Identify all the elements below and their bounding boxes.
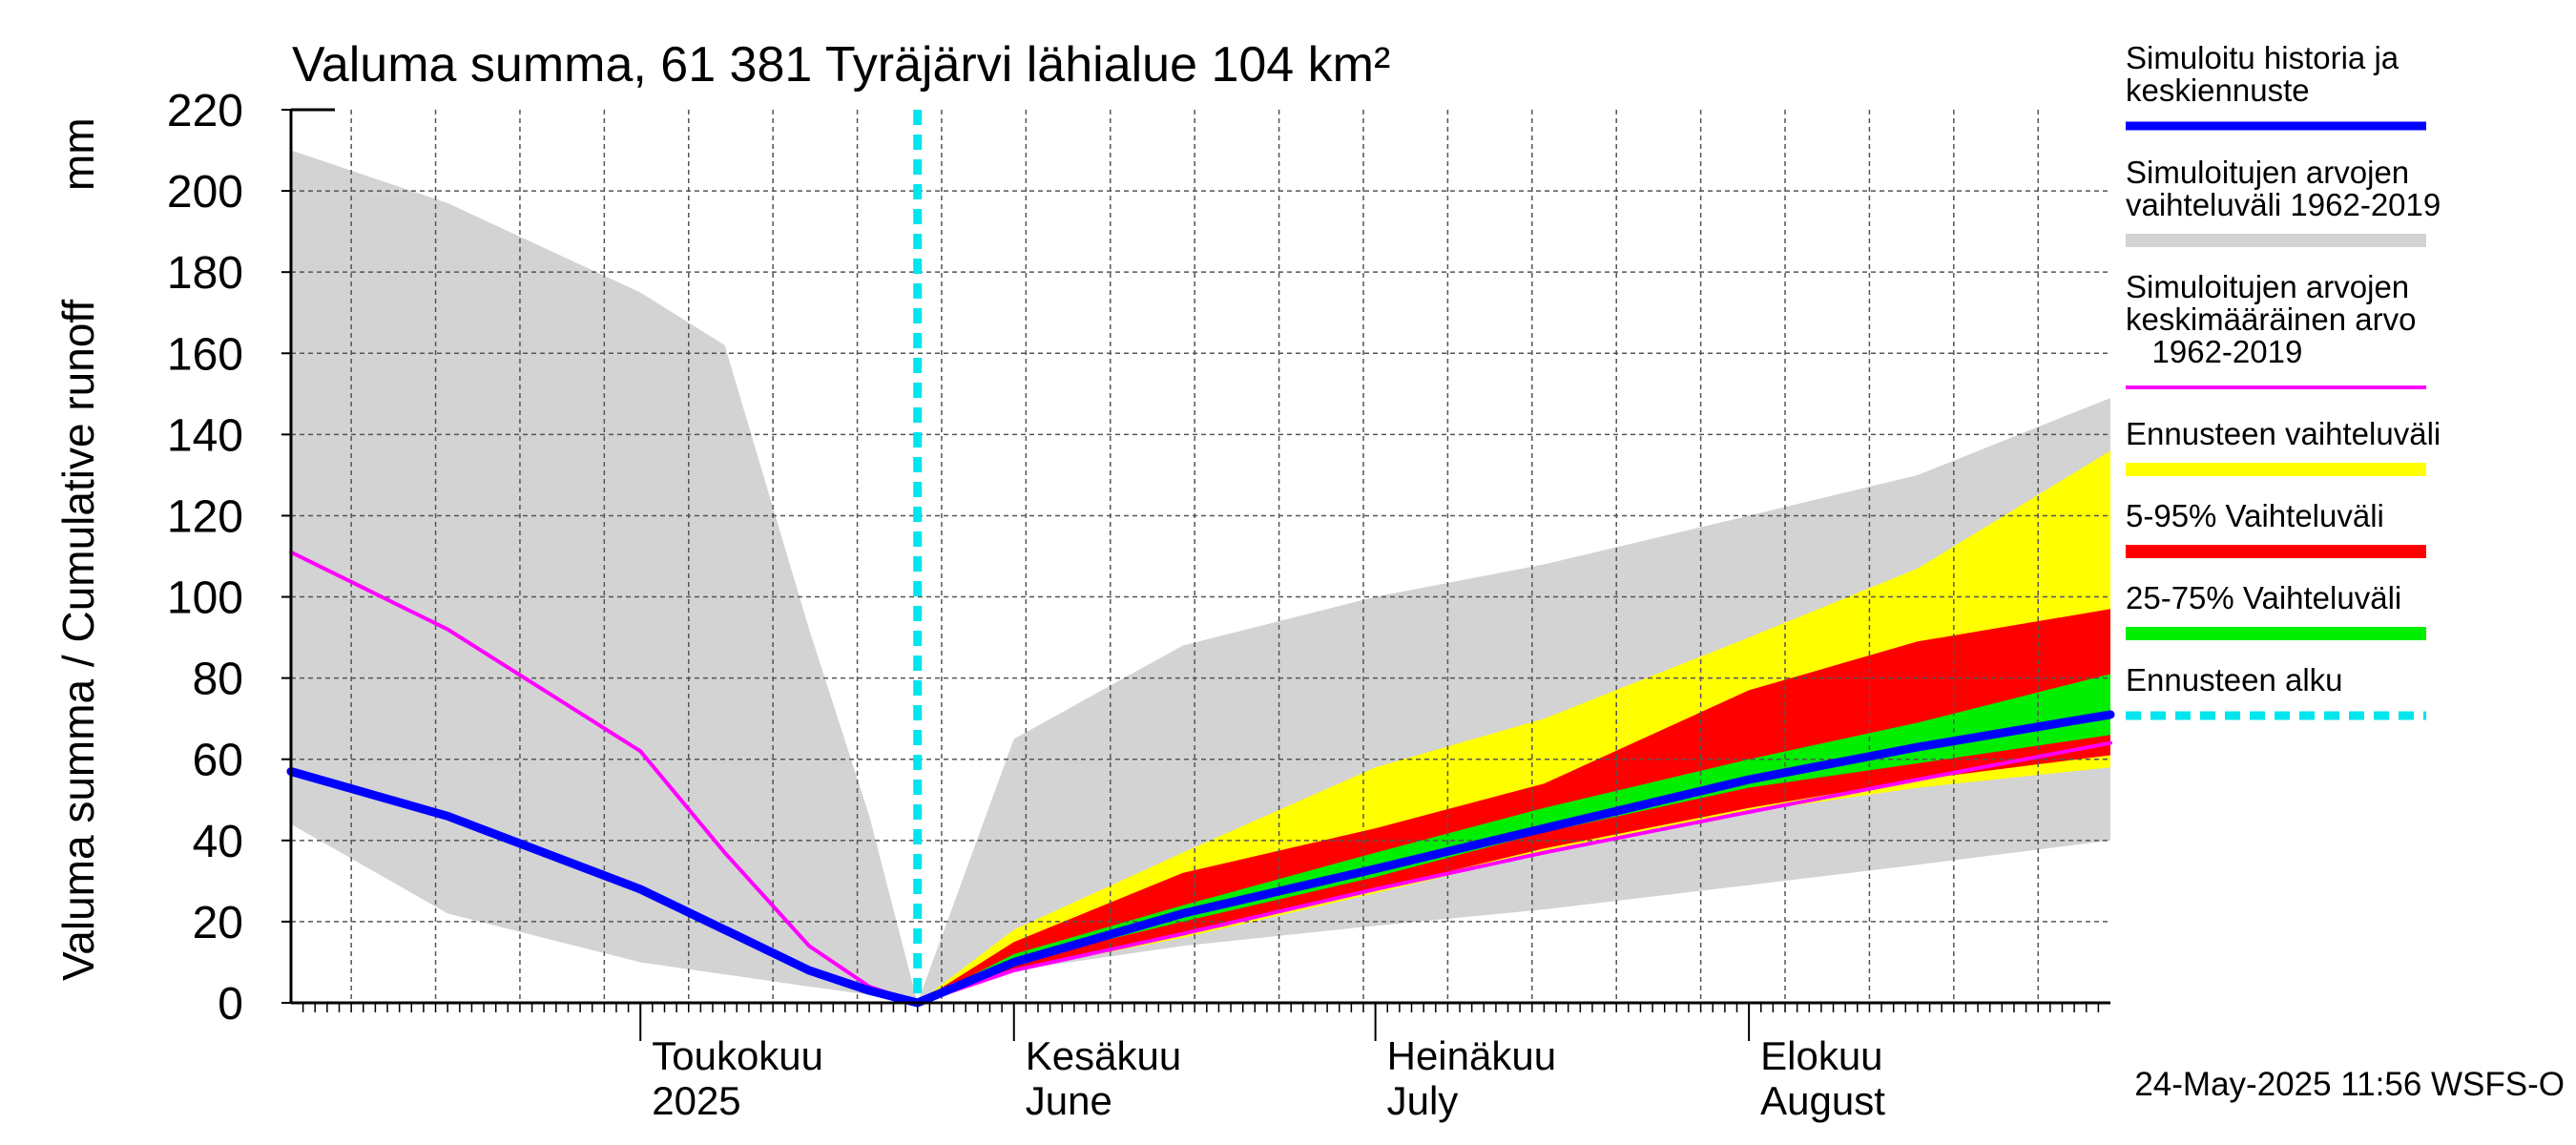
- y-tick-label: 80: [193, 655, 243, 705]
- legend-label: keskiennuste: [2126, 73, 2310, 108]
- legend-label: 25-75% Vaihteluväli: [2126, 580, 2401, 615]
- timestamp: 24-May-2025 11:56 WSFS-O: [2134, 1066, 2565, 1103]
- legend-label: 1962-2019: [2126, 334, 2302, 369]
- y-tick-label: 60: [193, 736, 243, 786]
- y-tick-label: 20: [193, 898, 243, 948]
- legend-label: keskimääräinen arvo: [2126, 302, 2416, 337]
- y-tick-label: 0: [218, 979, 243, 1030]
- x-month-sublabel: 2025: [652, 1078, 740, 1123]
- y-tick-label: 160: [167, 329, 243, 380]
- legend-label: Simuloitujen arvojen: [2126, 155, 2409, 190]
- y-tick-label: 40: [193, 817, 243, 867]
- x-month-label: Toukokuu: [652, 1033, 823, 1078]
- legend-label: Simuloitujen arvojen: [2126, 269, 2409, 304]
- line-simuloitu-historia-ja-keskiennuste: [286, 710, 2115, 1008]
- x-month-label: Elokuu: [1760, 1033, 1882, 1078]
- legend-label: vaihteluväli 1962-2019: [2126, 187, 2441, 222]
- legend-label: 5-95% Vaihteluväli: [2126, 498, 2384, 533]
- x-month-sublabel: June: [1026, 1078, 1112, 1123]
- chart-title: Valuma summa, 61 381 Tyräjärvi lähialue …: [292, 37, 1390, 93]
- plot-area: 0 20 40 60 80 100 120 140 160 180 200 220 Toukokuu20…: [167, 86, 2115, 1123]
- y-axis-label: Valuma summa / Cumulative runoff: [53, 300, 103, 981]
- y-tick-label: 220: [167, 86, 243, 136]
- y-tick-label: 140: [167, 410, 243, 461]
- y-tick-label: 200: [167, 167, 243, 218]
- y-tick-label: 120: [167, 491, 243, 542]
- y-axis-unit: mm: [53, 117, 103, 191]
- x-month-label: Heinäkuu: [1387, 1033, 1556, 1078]
- y-tick-label: 180: [167, 248, 243, 299]
- y-tick-label: 100: [167, 573, 243, 624]
- x-month-sublabel: July: [1387, 1078, 1459, 1123]
- band-ennusteen-vaihteluv-li: [917, 450, 2111, 1003]
- legend-label: Ennusteen alku: [2126, 662, 2343, 697]
- legend-label: Simuloitu historia ja: [2126, 40, 2399, 75]
- x-month-label: Kesäkuu: [1026, 1033, 1181, 1078]
- x-month-sublabel: August: [1760, 1078, 1885, 1123]
- legend-label: Ennusteen vaihteluväli: [2126, 416, 2441, 451]
